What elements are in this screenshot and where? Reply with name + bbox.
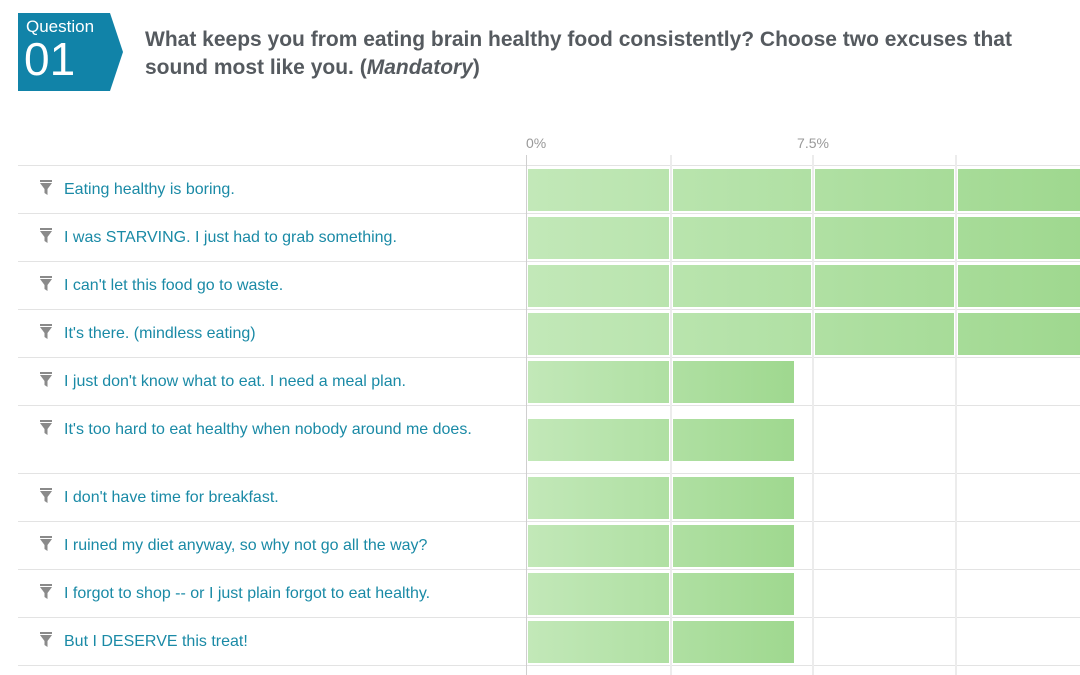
filter-icon[interactable] (40, 276, 52, 291)
filter-icon[interactable] (40, 536, 52, 551)
result-row: It's there. (mindless eating) (18, 310, 1080, 358)
option-label[interactable]: I can't let this food go to waste. (64, 277, 284, 294)
result-bar[interactable] (528, 573, 794, 615)
result-bar[interactable] (528, 477, 794, 519)
question-number: 01 (24, 33, 76, 85)
option-label[interactable]: I was STARVING. I just had to grab somet… (64, 229, 397, 246)
question-badge: Question 01 (18, 13, 123, 91)
result-bar[interactable] (528, 313, 1080, 355)
results-rows: Eating healthy is boring. I was STARVING.… (18, 166, 1080, 666)
result-row: I don't have time for breakfast. (18, 474, 1080, 522)
result-bar[interactable] (528, 217, 1080, 259)
axis-tick-label: 0% (526, 135, 547, 151)
filter-icon[interactable] (40, 584, 52, 599)
option-label[interactable]: I just don't know what to eat. I need a … (64, 373, 406, 390)
result-row: It's too hard to eat healthy when nobody… (18, 406, 1080, 474)
option-label[interactable]: I don't have time for breakfast. (64, 489, 279, 506)
result-row: I was STARVING. I just had to grab somet… (18, 214, 1080, 262)
option-label[interactable]: It's there. (mindless eating) (64, 325, 256, 342)
result-row: I forgot to shop -- or I just plain forg… (18, 570, 1080, 618)
option-label[interactable]: Eating healthy is boring. (64, 181, 235, 198)
question-text: What keeps you from eating brain healthy… (145, 26, 1045, 82)
gridline (669, 155, 672, 675)
gridline (954, 155, 957, 675)
gridline (812, 155, 814, 675)
filter-icon[interactable] (40, 228, 52, 243)
result-row: I just don't know what to eat. I need a … (18, 358, 1080, 406)
gridline (526, 155, 527, 675)
question-text-main: What keeps you from eating brain healthy… (145, 28, 1012, 79)
result-bar[interactable] (528, 361, 794, 403)
result-bar[interactable] (528, 621, 794, 663)
result-bar[interactable] (528, 265, 1080, 307)
filter-icon[interactable] (40, 180, 52, 195)
result-bar[interactable] (528, 525, 794, 567)
chart-header-divider (18, 165, 1080, 166)
result-row: Eating healthy is boring. (18, 166, 1080, 214)
option-label[interactable]: But I DESERVE this treat! (64, 633, 248, 650)
result-bar[interactable] (528, 169, 1080, 211)
question-badge-label: Question (26, 17, 95, 36)
result-bar[interactable] (528, 419, 794, 461)
filter-icon[interactable] (40, 372, 52, 387)
result-row: But I DESERVE this treat! (18, 618, 1080, 666)
question-text-end: ) (472, 56, 480, 79)
filter-icon[interactable] (40, 324, 52, 339)
axis-tick-label: 7.5% (797, 135, 829, 151)
filter-icon[interactable] (40, 488, 52, 503)
mandatory-label: Mandatory (366, 56, 473, 79)
filter-icon[interactable] (40, 632, 52, 647)
result-row: I can't let this food go to waste. (18, 262, 1080, 310)
badge-shape (18, 13, 123, 91)
filter-icon[interactable] (40, 420, 52, 435)
option-label[interactable]: I ruined my diet anyway, so why not go a… (64, 537, 428, 554)
result-row: I ruined my diet anyway, so why not go a… (18, 522, 1080, 570)
option-label[interactable]: It's too hard to eat healthy when nobody… (64, 421, 472, 438)
option-label[interactable]: I forgot to shop -- or I just plain forg… (64, 585, 431, 602)
